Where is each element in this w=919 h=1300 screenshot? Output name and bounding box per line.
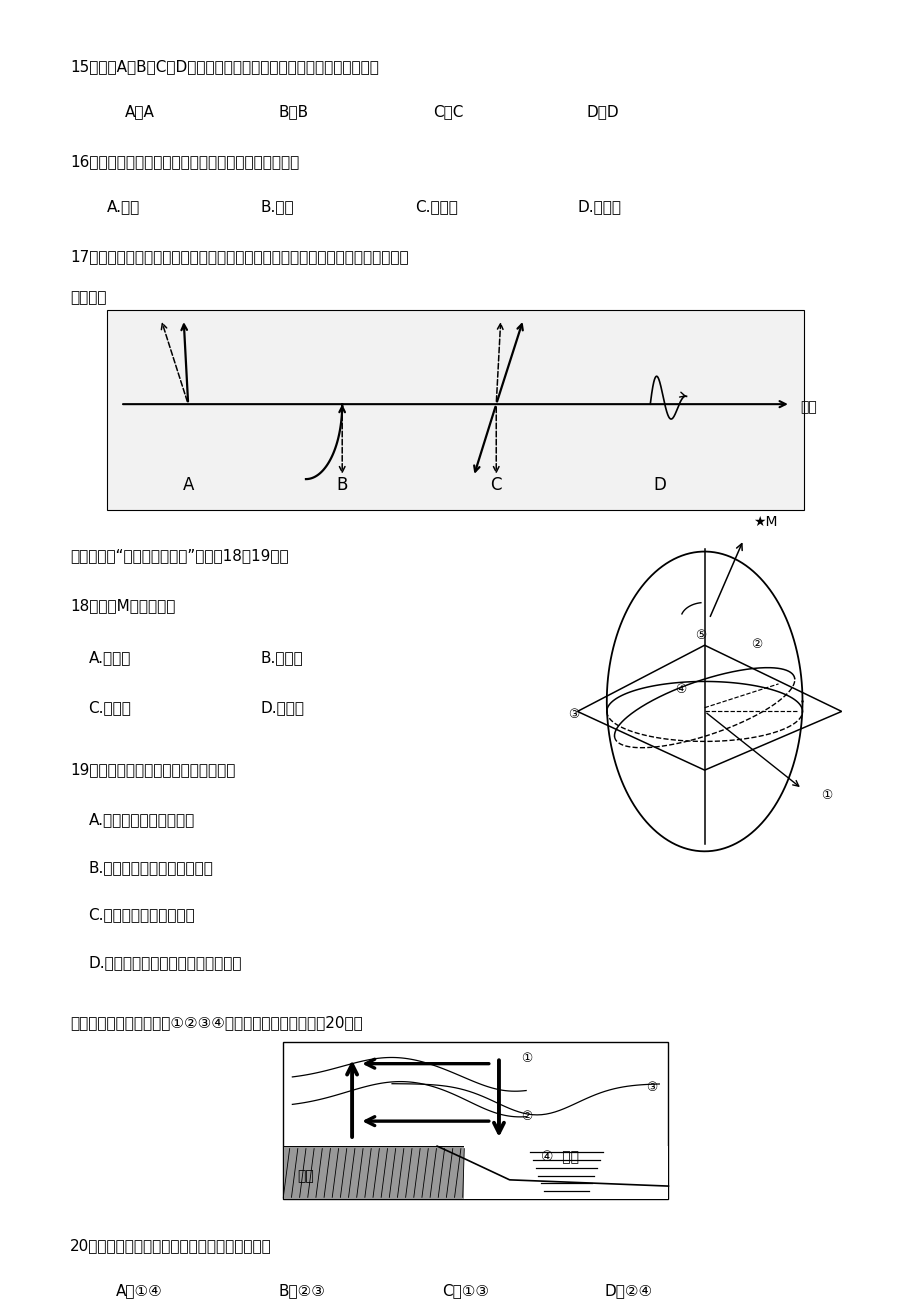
Text: C．C: C．C: [432, 104, 462, 120]
Text: D: D: [652, 476, 665, 494]
Text: ③: ③: [645, 1082, 656, 1095]
Text: ★M: ★M: [752, 515, 777, 529]
Text: B．B: B．B: [278, 104, 309, 120]
Text: A．①④: A．①④: [116, 1283, 163, 1299]
Text: 图中箭头表示气流状态，①②③④表示等压线，读图回筌第20题。: 图中箭头表示气流状态，①②③④表示等压线，读图回筌第20题。: [70, 1015, 363, 1030]
Text: D.北极星: D.北极星: [260, 701, 304, 715]
Text: C: C: [490, 476, 502, 494]
Text: C．①③: C．①③: [441, 1283, 488, 1299]
Text: ④  海洋: ④ 海洋: [540, 1150, 579, 1164]
Text: D．D: D．D: [586, 104, 618, 120]
Text: A: A: [182, 476, 194, 494]
Text: ⑤: ⑤: [695, 629, 706, 642]
Text: 读右图　“黄赤交角示意图”，回等18～19题。: 读右图 “黄赤交角示意图”，回等18～19题。: [70, 547, 289, 563]
Bar: [107, 311, 803, 511]
Text: 19．当黄赤交角比目前减小时（　　）: 19．当黄赤交角比目前减小时（ ）: [70, 763, 235, 777]
Text: 15．图中A、B、C、D四点中，昼夜长短年变化最小的地方在（　　）: 15．图中A、B、C、D四点中，昼夜长短年变化最小的地方在（ ）: [70, 60, 379, 74]
Text: ①: ①: [521, 1053, 532, 1066]
Text: D.四季变化比较明显的地区范围缩小: D.四季变化比较明显的地区范围缩小: [88, 956, 242, 970]
Text: D.国庆节: D.国庆节: [577, 199, 621, 215]
Text: 20．图示状态下，等压线正确的一组是（　　）: 20．图示状态下，等压线正确的一组是（ ）: [70, 1239, 272, 1253]
Text: B.织女星: B.织女星: [260, 650, 303, 666]
Text: A．A: A．A: [125, 104, 154, 120]
Text: 赤道: 赤道: [799, 400, 816, 415]
Text: ③: ③: [567, 707, 578, 720]
Text: C.热带、寒带范围将缩小: C.热带、寒带范围将缩小: [88, 907, 195, 923]
Text: 17．下图中，虚线表示地表水平运动物体原始方向，实线是偏转方向，其中正确的: 17．下图中，虚线表示地表水平运动物体原始方向，实线是偏转方向，其中正确的: [70, 250, 409, 264]
Bar: [464, 1147, 668, 1199]
Text: A.极昼极夜的范围将扩大: A.极昼极夜的范围将扩大: [88, 812, 195, 828]
Text: 大陆: 大陆: [297, 1170, 313, 1183]
Text: ④: ④: [675, 684, 686, 697]
Text: B．②③: B．②③: [278, 1283, 325, 1299]
Text: B: B: [336, 476, 347, 494]
Text: 16．对于我国来说，下列节日白昼最长的是　（　　）: 16．对于我国来说，下列节日白昼最长的是 （ ）: [70, 155, 300, 169]
Text: C.儿童节: C.儿童节: [414, 199, 457, 215]
Text: B.南京市将有太阳直射的机会: B.南京市将有太阳直射的机会: [88, 861, 213, 875]
Text: D．②④: D．②④: [605, 1283, 652, 1299]
Text: 18．恒星M是　（　）: 18．恒星M是 （ ）: [70, 598, 176, 612]
Text: A.牛郎星: A.牛郎星: [88, 650, 130, 666]
Bar: [283, 1147, 464, 1199]
Bar: [283, 1043, 668, 1199]
Text: B.春节: B.春节: [260, 199, 294, 215]
Text: ②: ②: [521, 1110, 532, 1123]
Text: ①: ①: [820, 789, 831, 802]
Text: C.北斗星: C.北斗星: [88, 701, 131, 715]
Text: 是（　）: 是（ ）: [70, 290, 107, 305]
Text: A.元旦: A.元旦: [107, 199, 140, 215]
Text: ②: ②: [751, 638, 762, 651]
